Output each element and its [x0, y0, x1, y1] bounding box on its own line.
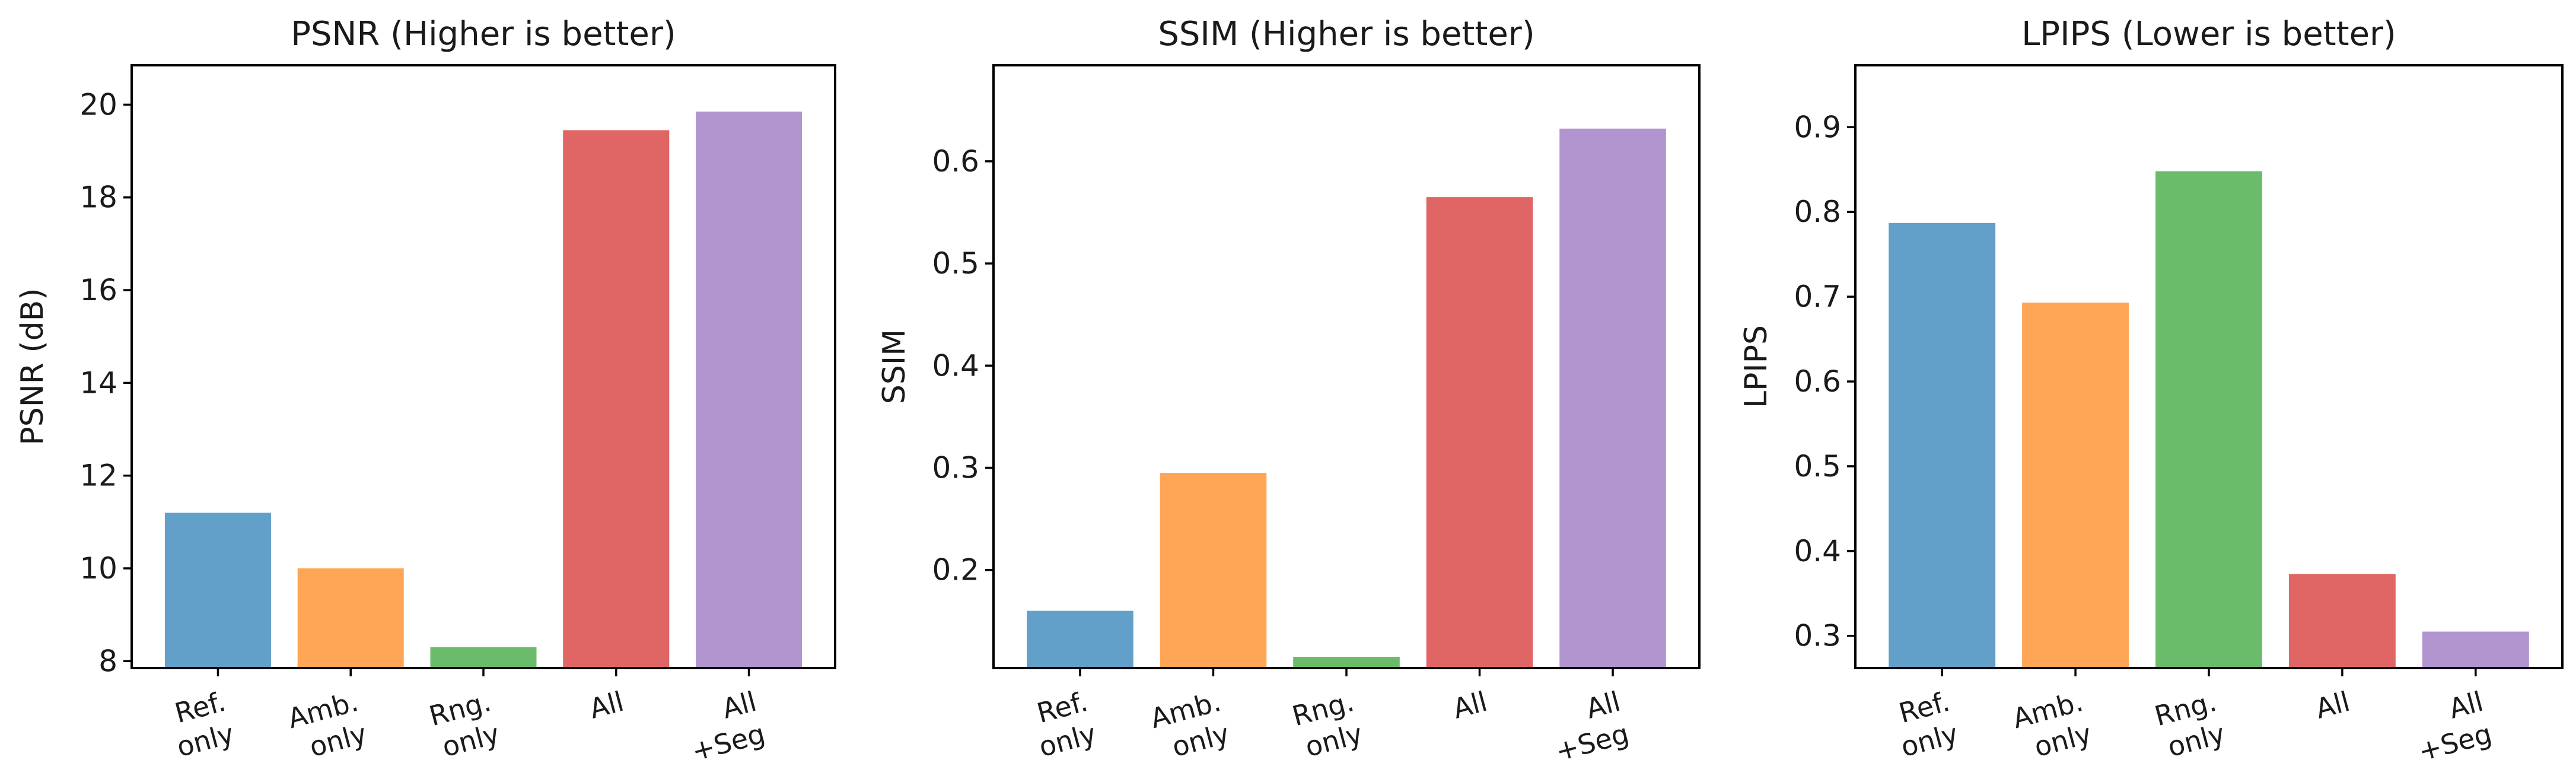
psnr-bar-3 [430, 647, 537, 668]
psnr-ytick-label: 12 [79, 459, 117, 493]
lpips-category-label: Ref.only [1889, 685, 1961, 763]
ssim-ytick-label: 0.5 [932, 246, 979, 281]
ssim-bar-4 [1426, 197, 1533, 669]
psnr-ytick-label: 10 [79, 551, 117, 586]
chart-panel-ssim: 0.20.30.40.50.6Ref.onlyAmb.onlyRng.onlyA… [877, 15, 1701, 768]
lpips-chart-title: LPIPS (Lower is better) [2021, 15, 2396, 53]
ssim-bar-3 [1293, 657, 1400, 668]
ssim-bar-2 [1160, 473, 1267, 668]
psnr-ytick-label: 20 [79, 87, 117, 122]
chart-panel-psnr: 8101214161820Ref.onlyAmb.onlyRng.onlyAll… [15, 15, 836, 768]
ssim-ytick-label: 0.6 [932, 144, 979, 179]
psnr-ytick-label: 18 [79, 180, 117, 215]
lpips-ytick-label: 0.4 [1794, 534, 1841, 568]
psnr-bar-2 [297, 568, 404, 668]
ssim-ytick-label: 0.2 [932, 553, 979, 587]
lpips-ytick-label: 0.9 [1794, 110, 1841, 144]
psnr-chart-title: PSNR (Higher is better) [291, 15, 676, 53]
chart-panel-lpips: 0.30.40.50.60.70.80.9Ref.onlyAmb.onlyRng… [1738, 15, 2564, 768]
lpips-bar-5 [2422, 631, 2529, 668]
lpips-ytick-label: 0.3 [1794, 619, 1841, 653]
psnr-ytick-label: 8 [98, 644, 117, 678]
lpips-ytick-label: 0.6 [1794, 364, 1841, 399]
lpips-ytick-label: 0.8 [1794, 195, 1841, 229]
ssim-y-axis-label: SSIM [877, 329, 912, 404]
lpips-bar-1 [1889, 222, 1996, 668]
psnr-ytick-label: 16 [79, 273, 117, 307]
lpips-ytick-label: 0.5 [1794, 449, 1841, 484]
psnr-y-axis-label: PSNR (dB) [15, 288, 50, 445]
lpips-ytick-label: 0.7 [1794, 279, 1841, 314]
lpips-bar-3 [2155, 171, 2262, 668]
lpips-bar-2 [2022, 303, 2129, 668]
ssim-ytick-label: 0.4 [932, 348, 979, 383]
ssim-bar-5 [1559, 128, 1666, 668]
psnr-bar-1 [164, 513, 271, 668]
lpips-bar-4 [2288, 574, 2396, 668]
ssim-ytick-label: 0.3 [932, 450, 979, 485]
lpips-category-label: Amb.only [2009, 685, 2094, 767]
psnr-ytick-label: 14 [79, 365, 117, 400]
ssim-chart-title: SSIM (Higher is better) [1158, 15, 1534, 53]
ssim-bar-1 [1027, 611, 1133, 668]
lpips-y-axis-label: LPIPS [1738, 325, 1774, 408]
psnr-bar-5 [696, 112, 803, 669]
psnr-bar-4 [563, 130, 670, 668]
